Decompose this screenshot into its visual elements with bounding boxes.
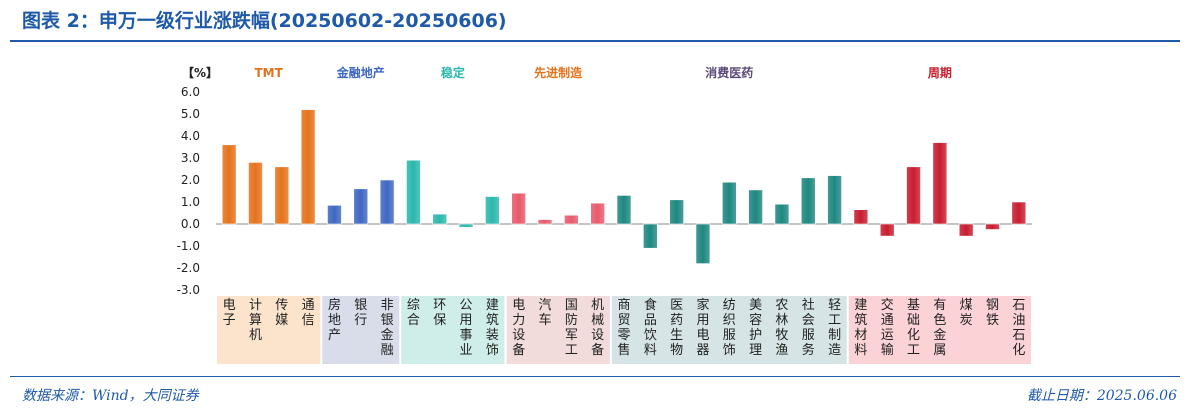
bar-社会服务 [800,177,816,225]
x-tick-label: 综合 [407,298,420,328]
bar-基础化工 [906,166,921,225]
x-tick-label: 公用事业 [460,298,473,358]
x-tick-label: 交通运输 [881,297,894,358]
bar-美容护理 [748,189,763,225]
x-tick-label: 国防军工 [565,298,578,358]
x-tick-label: 建筑材料 [854,298,867,358]
bar-汽车 [537,219,553,225]
group-band-先进制造 [506,296,610,364]
x-tick-label: 基础化工 [907,298,920,358]
x-tick-label: 非银金融 [381,298,394,358]
x-tick-label: 传媒 [275,298,288,328]
y-tick-label: 2.0 [181,173,200,187]
y-tick-label: -1.0 [177,239,200,253]
bar-农林牧渔 [774,203,790,225]
bars [221,109,1027,264]
group-band-稳定 [401,296,505,364]
y-tick-label: -2.0 [177,261,200,275]
bar-银行 [353,188,369,225]
bar-钢铁 [985,223,1000,230]
group-band-周期 [848,296,1031,364]
bar-交通运输 [879,223,895,237]
bar-食品饮料 [643,223,658,249]
page-title: 图表 2：申万一级行业涨跌幅(20250602-20250606) [22,10,507,32]
group-band-消费医药 [611,296,847,364]
x-tick-label: 电子 [223,298,236,328]
bar-计算机 [248,162,263,225]
bar-家用电器 [695,223,711,264]
x-tick-label: 电力设备 [512,298,525,358]
group-band-金融地产 [322,296,400,364]
date-note: 截止日期：2025.06.06 [1026,388,1177,404]
bar-建筑材料 [853,209,869,225]
x-tick-label: 有色金属 [933,298,946,358]
bar-通信 [300,109,316,225]
bar-电子 [221,144,237,225]
group-band-TMT [217,296,321,364]
x-tick-label: 银行 [354,298,367,328]
y-tick-label: 6.0 [181,85,200,99]
x-tick-label: 石油石化 [1012,298,1025,358]
x-tick-label: 商贸零售 [617,298,630,358]
x-tick-label: 煤炭 [960,298,973,328]
x-tick-label: 计算机 [249,298,262,343]
y-unit-label: 【%】 [182,65,218,80]
x-tick-label: 环保 [433,298,446,328]
y-tick-label: 0.0 [181,217,200,231]
y-tick-label: 1.0 [181,195,200,209]
x-tick-label: 建筑装饰 [486,298,499,358]
source-note: 数据来源：Wind，大同证券 [22,388,199,404]
x-tick-label: 通信 [302,298,315,328]
x-tick-label: 家用电器 [696,297,709,358]
bar-电力设备 [511,192,527,225]
x-tick-label: 汽车 [539,298,552,328]
group-label-稳定: 稳定 [441,65,465,80]
group-backgrounds [217,296,1031,364]
bar-传媒 [274,166,290,225]
x-tick-label: 钢铁 [986,298,999,328]
bar-国防军工 [564,214,579,225]
x-tick-label: 医药生物 [670,298,683,358]
group-label-TMT: TMT [254,66,283,80]
group-label-先进制造: 先进制造 [534,65,583,80]
bar-轻工制造 [827,175,842,225]
title-divider [10,40,1180,42]
bar-建筑装饰 [485,196,500,225]
x-tick-label: 纺织服饰 [723,298,736,358]
group-labels: TMT 金融地产 稳定 先进制造 消费医药 周期 [254,65,951,80]
bar-商贸零售 [616,195,632,225]
y-tick-label: 3.0 [181,151,200,165]
bar-医药生物 [669,199,684,225]
x-tick-label: 食品饮料 [644,297,657,358]
group-label-周期: 周期 [928,65,952,80]
bar-煤炭 [958,223,974,237]
group-label-消费医药: 消费医药 [705,65,753,80]
x-tick-label: 机械设备 [591,298,604,358]
x-tick-label: 美容护理 [749,298,762,358]
bar-机械设备 [590,202,605,225]
y-tick-label: -3.0 [177,283,200,297]
group-label-金融地产: 金融地产 [336,65,385,80]
bar-石油石化 [1011,201,1027,225]
bar-纺织服饰 [721,181,737,225]
x-tick-label: 轻工制造 [828,298,841,358]
x-tick-label: 社会服务 [802,297,815,358]
bar-环保 [432,213,448,225]
bar-房地产 [327,205,342,225]
y-tick-label: 4.0 [181,129,200,143]
bar-有色金属 [932,142,948,225]
x-tick-label: 房地产 [328,297,341,343]
x-tick-label: 农林牧渔 [775,298,788,358]
y-tick-label: 5.0 [181,107,200,121]
bar-公用事业 [458,223,474,228]
footer-divider [10,376,1180,377]
bar-综合 [406,159,421,225]
bar-非银金融 [379,179,395,225]
